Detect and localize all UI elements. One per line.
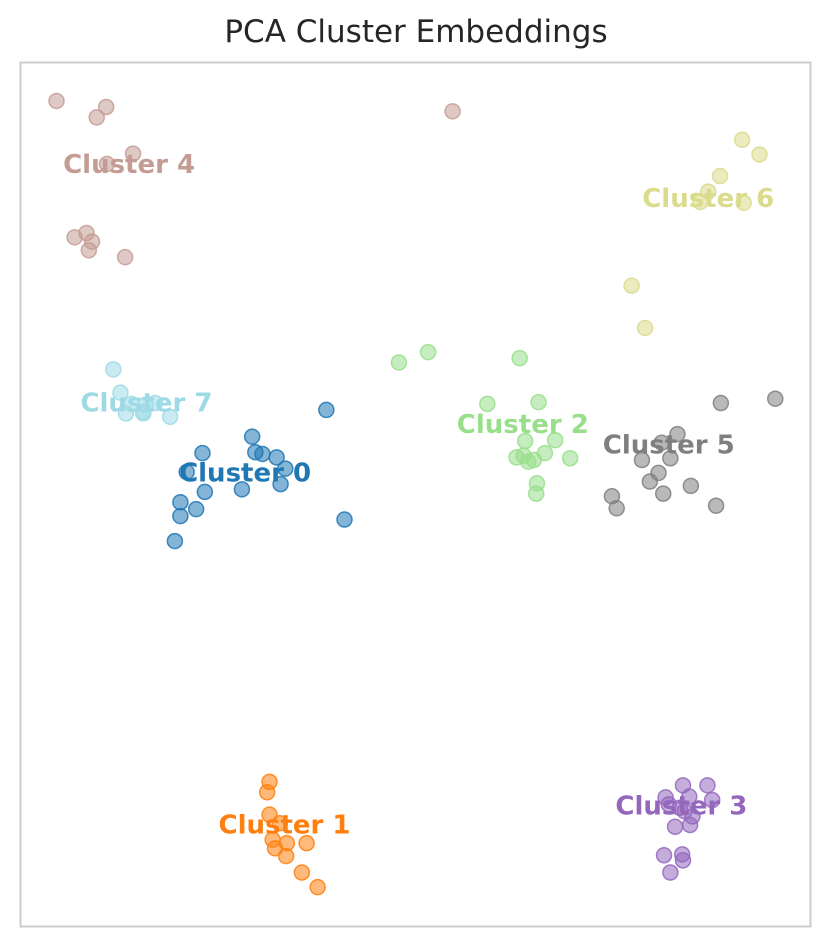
scatter-point-cluster-2-6: [546, 431, 564, 449]
points-layer: [48, 92, 784, 896]
scatter-point-cluster-1-1: [258, 783, 276, 801]
scatter-point-cluster-7-4: [117, 405, 135, 422]
scatter-point-cluster-1-3: [271, 815, 289, 832]
cluster-label-0: Cluster 0: [179, 458, 311, 488]
scatter-point-cluster-7-8: [137, 396, 154, 413]
scatter-point-cluster-0-5: [277, 460, 294, 477]
scatter-point-cluster-3-10: [666, 818, 684, 836]
scatter-point-cluster-7-0: [105, 361, 122, 378]
scatter-point-cluster-3-11: [655, 846, 673, 864]
scatter-point-cluster-0-6: [178, 463, 195, 481]
cluster-label-2: Cluster 2: [457, 410, 589, 440]
scatter-point-cluster-1-7: [277, 847, 295, 865]
scatter-point-cluster-0-8: [196, 483, 214, 501]
scatter-point-cluster-1-10: [309, 878, 326, 896]
scatter-point-cluster-3-13: [674, 852, 692, 869]
cluster-label-1: Cluster 1: [219, 810, 351, 840]
scatter-point-cluster-4-3: [124, 145, 142, 162]
scatter-point-cluster-0-0: [243, 428, 261, 445]
scatter-point-cluster-0-4: [247, 443, 264, 461]
scatter-point-cluster-4-0: [48, 92, 65, 110]
scatter-point-cluster-3-7: [671, 799, 689, 817]
cluster-label-3: Cluster 3: [615, 791, 747, 821]
scatter-point-cluster-0-7: [272, 475, 289, 493]
scatter-point-cluster-1-9: [298, 834, 315, 852]
scatter-point-cluster-4-2: [88, 109, 105, 126]
scatter-point-cluster-3-3: [681, 788, 698, 805]
scatter-point-cluster-4-1: [97, 98, 115, 116]
scatter-point-cluster-2-14: [527, 485, 545, 502]
cluster-label-5: Cluster 5: [603, 431, 735, 461]
scatter-point-cluster-5-2: [669, 425, 686, 443]
scatter-point-cluster-0-13: [166, 532, 184, 550]
scatter-point-cluster-0-11: [187, 500, 205, 518]
scatter-point-cluster-2-10: [561, 450, 579, 467]
scatter-point-cluster-5-0: [712, 394, 730, 412]
scatter-point-cluster-3-1: [699, 777, 716, 794]
chart-title: PCA Cluster Embeddings: [224, 14, 608, 50]
scatter-point-cluster-6-7: [636, 319, 654, 337]
scatter-point-cluster-5-5: [662, 450, 679, 467]
scatter-point-cluster-5-1: [767, 390, 784, 407]
scatter-point-cluster-6-0: [733, 131, 751, 149]
scatter-point-cluster-2-2: [511, 349, 528, 367]
scatter-point-cluster-6-2: [711, 167, 729, 185]
scatter-point-cluster-4-10: [444, 103, 461, 120]
scatter-point-cluster-3-6: [703, 791, 721, 809]
scatter-point-cluster-5-12: [608, 500, 625, 517]
scatter-point-cluster-0-10: [172, 494, 189, 511]
scatter-point-cluster-5-3: [653, 434, 670, 451]
scatter-point-cluster-5-8: [682, 477, 700, 495]
cluster-label-6: Cluster 6: [642, 184, 774, 214]
scatter-point-cluster-7-1: [112, 384, 129, 401]
scatter-point-cluster-4-9: [116, 248, 134, 266]
scatter-point-cluster-2-3: [479, 395, 496, 413]
scatter-point-cluster-6-1: [751, 146, 768, 163]
scatter-point-cluster-2-1: [419, 343, 437, 361]
scatter-point-cluster-0-1: [194, 444, 211, 462]
scatter-point-cluster-0-9: [233, 481, 251, 498]
scatter-point-cluster-4-4: [98, 155, 116, 173]
scatter-point-cluster-0-14: [318, 401, 335, 419]
scatter-point-cluster-2-4: [530, 393, 547, 411]
scatter-point-cluster-2-12: [520, 453, 537, 470]
scatter-point-cluster-2-0: [390, 354, 408, 371]
scatter-point-cluster-0-3: [268, 449, 285, 466]
scatter-point-cluster-6-4: [692, 193, 709, 211]
scatter-point-cluster-6-5: [735, 194, 752, 212]
scatter-point-cluster-5-9: [654, 485, 672, 502]
labels-layer: Cluster 0 Cluster 1 Cluster 2 Cluster 3 Clus…: [63, 150, 774, 840]
cluster-label-7: Cluster 7: [80, 388, 212, 418]
scatter-point-cluster-0-15: [336, 511, 353, 528]
scatter-point-cluster-5-4: [633, 451, 651, 469]
scatter-point-cluster-5-11: [707, 497, 725, 514]
scatter-point-cluster-6-6: [623, 277, 640, 294]
cluster-label-4: Cluster 4: [63, 150, 195, 180]
scatter-point-cluster-0-12: [172, 507, 189, 525]
scatter-point-cluster-1-6: [266, 840, 284, 857]
scatter-point-cluster-1-8: [293, 864, 311, 881]
scatter-point-cluster-4-8: [80, 242, 98, 259]
scatter-point-cluster-7-5: [161, 408, 179, 426]
scatter-point-cluster-3-14: [662, 864, 679, 881]
scatter-point-cluster-5-7: [641, 473, 659, 490]
scatter-point-cluster-4-6: [66, 229, 83, 246]
